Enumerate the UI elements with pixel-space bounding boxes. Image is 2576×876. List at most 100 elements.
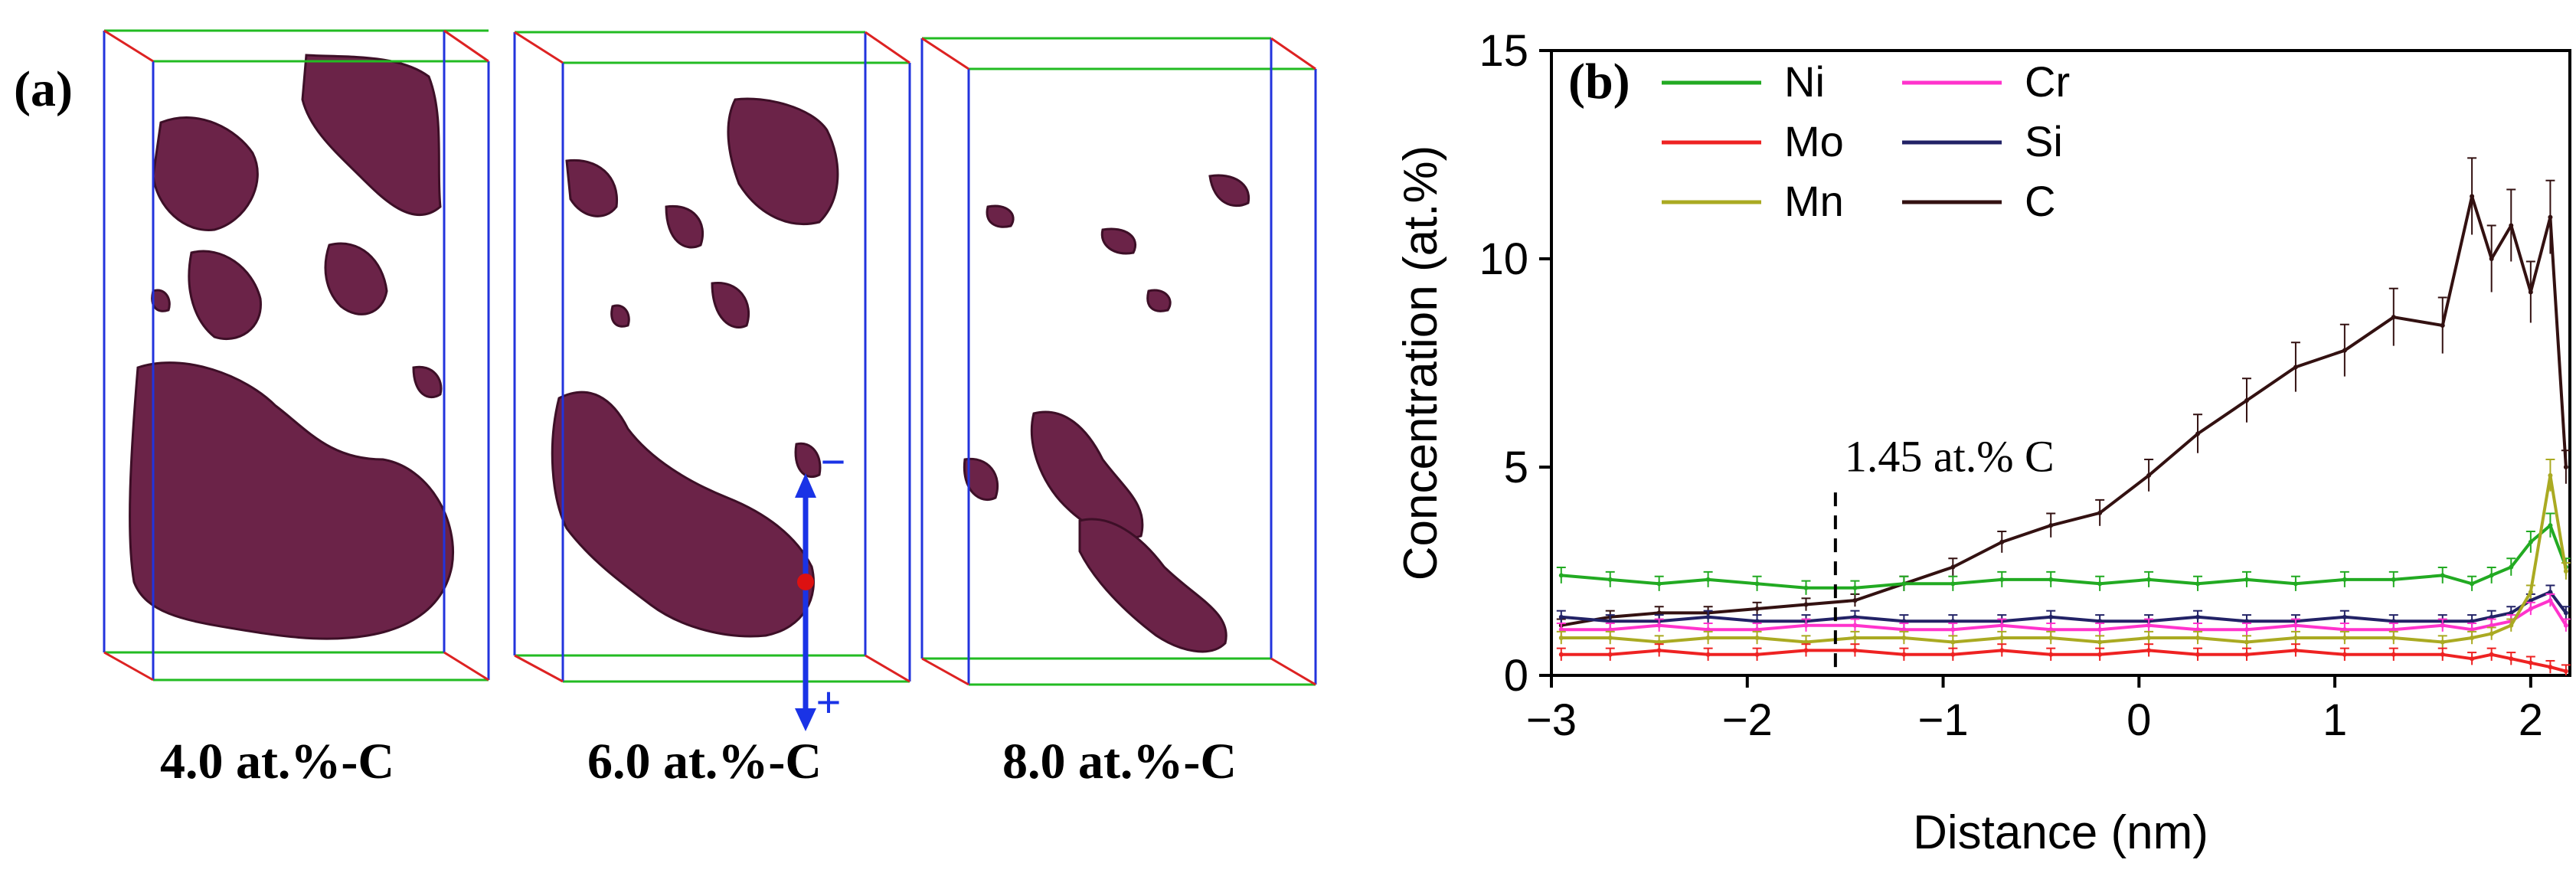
data-point <box>2391 652 2396 657</box>
panel-b-label: (b) <box>1568 54 1630 110</box>
box-3-caption: 8.0 at.%-C <box>1002 734 1237 789</box>
data-point <box>2048 577 2054 582</box>
data-point <box>2048 523 2054 528</box>
data-point <box>2097 619 2103 624</box>
apt-box-2 <box>513 31 911 683</box>
data-point <box>1999 539 2005 544</box>
data-point <box>2548 590 2553 595</box>
data-point <box>1999 577 2005 582</box>
data-point <box>2195 431 2201 436</box>
data-point <box>2097 627 2103 632</box>
data-point <box>1950 652 1956 657</box>
legend-item-cr: Cr <box>1902 57 2070 106</box>
data-point <box>2293 623 2298 628</box>
data-point <box>2548 665 2553 670</box>
box-1-caption: 4.0 at.%-C <box>160 734 394 789</box>
data-point <box>2528 606 2533 611</box>
data-point <box>2391 619 2396 624</box>
legend-item-mn: Mn <box>1662 177 1844 225</box>
data-point <box>2342 627 2347 632</box>
x-tick-label: −3 <box>1526 695 1577 745</box>
data-point <box>2440 323 2445 328</box>
series-line-mo <box>1561 649 2567 673</box>
data-point <box>1803 585 1809 590</box>
y-axis-label: Concentration (at.%) <box>1394 145 1447 581</box>
data-point <box>1901 652 1907 657</box>
data-point <box>2489 631 2494 636</box>
data-point <box>1754 581 1760 587</box>
data-point <box>1558 614 1564 619</box>
data-point <box>1999 636 2005 641</box>
data-point <box>2342 636 2347 641</box>
data-point <box>1950 627 1956 632</box>
data-point <box>2342 577 2347 582</box>
data-point <box>2048 627 2054 632</box>
concentration-chart: −3 −2 −1 0 1 2 0 5 10 15 Distance (nm) Concentratio… <box>1394 26 2571 859</box>
data-point <box>1705 636 1711 641</box>
data-point <box>2097 652 2103 657</box>
arrow-plus-label: + <box>816 678 842 726</box>
data-point <box>1901 627 1907 632</box>
data-point <box>2489 257 2494 261</box>
data-point <box>2509 610 2514 616</box>
series-ni <box>1556 512 2571 595</box>
composition-profile-arrow <box>795 473 816 731</box>
legend-item-ni: Ni <box>1662 57 1825 106</box>
data-point <box>2563 610 2568 616</box>
legend-item-si: Si <box>1902 117 2063 165</box>
data-point <box>1852 636 1858 641</box>
data-point <box>1901 636 1907 641</box>
data-point <box>2195 627 2201 632</box>
data-point <box>2195 581 2201 587</box>
data-point <box>2391 315 2396 320</box>
data-point <box>2470 627 2475 632</box>
panel-a-label: (a) <box>14 61 73 117</box>
data-point <box>2244 619 2249 624</box>
data-point <box>2528 539 2533 544</box>
x-tick-label: 0 <box>2127 695 2151 745</box>
series-c <box>1556 157 2571 632</box>
data-point <box>2548 472 2553 478</box>
data-point <box>1852 598 1858 603</box>
data-point <box>1754 652 1760 657</box>
data-point <box>1656 610 1662 616</box>
data-point <box>2489 614 2494 619</box>
y-tick-label: 15 <box>1479 26 1528 76</box>
chart-legend: Ni Cr Mo Si Mn C <box>1662 57 2070 225</box>
data-point <box>1754 636 1760 641</box>
data-point <box>2293 636 2298 641</box>
data-point <box>2048 636 2054 641</box>
data-point <box>2146 648 2152 653</box>
data-point <box>2195 652 2201 657</box>
data-point <box>2440 573 2445 578</box>
data-point <box>1803 623 1809 628</box>
data-point <box>2509 223 2514 228</box>
data-point <box>1754 606 1760 611</box>
x-tick-label: 2 <box>2519 695 2543 745</box>
data-point <box>1705 652 1711 657</box>
data-point <box>1754 627 1760 632</box>
data-point <box>1950 639 1956 645</box>
data-point <box>2470 194 2475 199</box>
legend-label: C <box>2025 177 2055 225</box>
data-point <box>2195 636 2201 641</box>
data-point <box>2548 598 2553 603</box>
data-point <box>2244 639 2249 645</box>
x-tick-label: −1 <box>1917 695 1968 745</box>
data-point <box>2563 569 2568 574</box>
data-point <box>1852 648 1858 653</box>
data-point <box>1558 573 1564 578</box>
data-point <box>1950 581 1956 587</box>
arrow-minus-label: − <box>821 437 846 485</box>
data-point <box>2244 652 2249 657</box>
legend-label: Ni <box>1784 57 1825 106</box>
data-point <box>2563 668 2568 674</box>
data-point <box>2548 214 2553 220</box>
data-point <box>2146 636 2152 641</box>
data-point <box>1656 581 1662 587</box>
y-tick-label: 10 <box>1479 234 1528 284</box>
data-point <box>2195 614 2201 619</box>
data-point <box>1803 648 1809 653</box>
legend-item-mo: Mo <box>1662 117 1844 165</box>
